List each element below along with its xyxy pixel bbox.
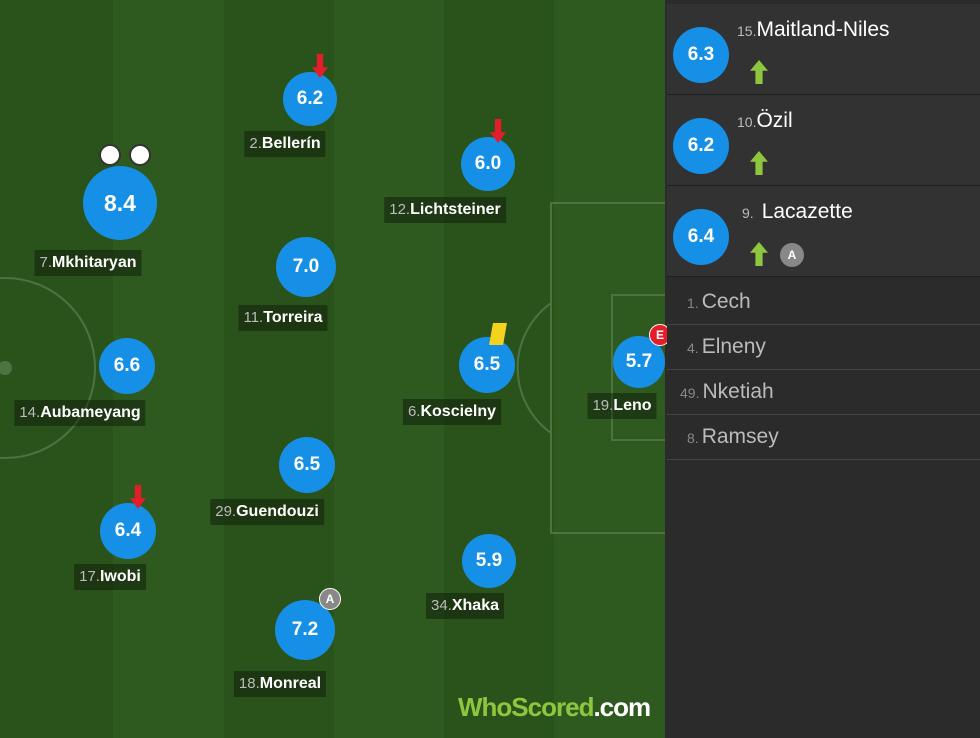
bench-label: 1. Cech xyxy=(687,290,751,314)
sub-number: 10. xyxy=(737,114,757,130)
sub-name: Özil xyxy=(756,109,793,132)
player-number: 18. xyxy=(238,675,260,692)
player-name: Iwobi xyxy=(99,568,141,585)
player-badge: E xyxy=(649,324,671,346)
player-number: 34. xyxy=(431,597,452,614)
player-name: Mkhitaryan xyxy=(52,254,137,271)
bench-row xyxy=(667,325,980,370)
player-number: 7. xyxy=(39,254,53,271)
player-rating: 6.4 xyxy=(100,503,156,559)
player-name: Torreira xyxy=(263,309,323,326)
player-name: Leno xyxy=(613,397,652,414)
player-number: 17. xyxy=(79,568,100,585)
player-rating: 7.0 xyxy=(276,237,336,297)
goal-icon xyxy=(129,144,151,166)
player-label: 34.Xhaka xyxy=(426,593,504,619)
bench-name: Cech xyxy=(701,290,751,313)
bench-name: Nketiah xyxy=(702,380,774,403)
player-name: Aubameyang xyxy=(40,404,141,421)
player-name: Lichtsteiner xyxy=(410,201,501,218)
player-rating: 6.5 xyxy=(459,337,515,393)
player-label: 19.Leno xyxy=(587,393,657,419)
sub-name: Lacazette xyxy=(761,200,853,223)
player-rating: 8.4 xyxy=(83,166,157,240)
player-number: 19. xyxy=(592,397,614,414)
player-label: 12.Lichtsteiner xyxy=(384,197,506,223)
bench-number: 8. xyxy=(687,430,699,446)
bench-row xyxy=(667,280,980,325)
sub-rating: 6.3 xyxy=(673,27,729,83)
bench-label: 4. Elneny xyxy=(687,335,766,359)
player-label: 29.Guendouzi xyxy=(210,499,324,525)
bench-number: 4. xyxy=(687,340,699,356)
player-rating: 7.2 xyxy=(275,600,335,660)
bench-number: 49. xyxy=(680,385,700,401)
player-number: 12. xyxy=(389,201,411,218)
bench-row xyxy=(667,370,980,415)
player-name: Koscielny xyxy=(420,403,497,420)
sub-label: 9. Lacazette xyxy=(742,200,853,224)
sub-name: Maitland-Niles xyxy=(756,18,890,41)
player-name: Xhaka xyxy=(451,597,499,614)
player-rating: 6.0 xyxy=(461,137,515,191)
player-name: Bellerín xyxy=(261,135,321,152)
player-name: Guendouzi xyxy=(236,503,319,520)
goal-icon xyxy=(99,144,121,166)
sub-label: 15.Maitland-Niles xyxy=(737,18,890,42)
player-number: 2. xyxy=(249,135,262,152)
player-label: 11.Torreira xyxy=(238,305,328,331)
player-label: 14.Aubameyang xyxy=(14,400,146,426)
logo-brand: WhoScored xyxy=(458,692,594,722)
player-rating: 5.9 xyxy=(462,534,516,588)
player-label: 18.Monreal xyxy=(233,671,327,697)
player-number: 11. xyxy=(243,309,264,326)
player-label: 7.Mkhitaryan xyxy=(34,250,142,276)
player-rating: 6.2 xyxy=(283,72,337,126)
player-number: 14. xyxy=(19,404,41,421)
bench-row xyxy=(667,415,980,460)
sub-rating: 6.2 xyxy=(673,118,729,174)
logo-suffix: .com xyxy=(593,692,651,722)
bench-name: Ramsey xyxy=(701,425,779,448)
player-name: Monreal xyxy=(259,675,322,692)
logo: WhoScored.com xyxy=(458,692,651,723)
sub-badge: A xyxy=(780,243,804,267)
player-number: 29. xyxy=(215,503,237,520)
bench-name: Elneny xyxy=(701,335,766,358)
sub-label: 10.Özil xyxy=(737,109,793,133)
bench-label: 8. Ramsey xyxy=(687,425,779,449)
player-label: 17.Iwobi xyxy=(74,564,146,590)
bench-number: 1. xyxy=(687,295,699,311)
player-rating: 6.6 xyxy=(99,338,155,394)
player-rating: 6.5 xyxy=(279,437,335,493)
sub-number: 9. xyxy=(742,205,754,221)
sub-number: 15. xyxy=(737,23,757,39)
player-badge: A xyxy=(319,588,341,610)
player-label: 6.Koscielny xyxy=(402,399,502,425)
bench-label: 49. Nketiah xyxy=(680,380,774,404)
sub-rating: 6.4 xyxy=(673,209,729,265)
player-number: 6. xyxy=(407,403,421,420)
player-label: 2.Bellerín xyxy=(244,131,326,157)
